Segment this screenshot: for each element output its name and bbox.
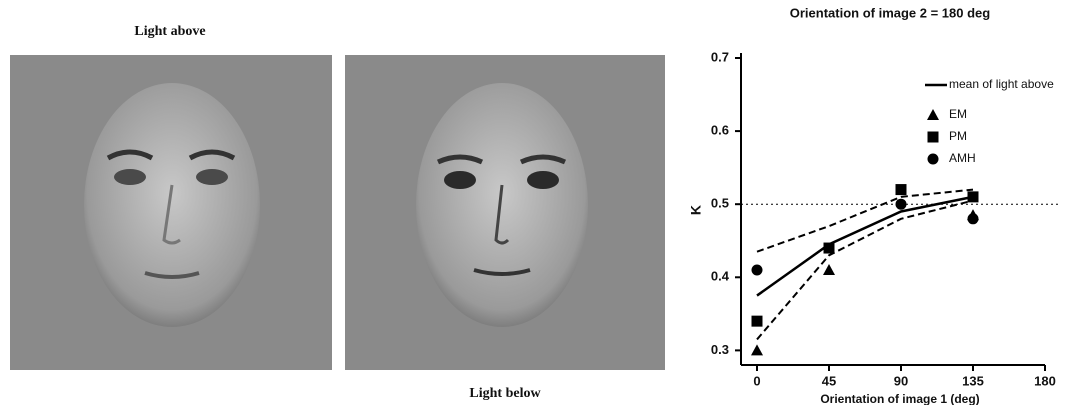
marker-triangle [823,264,835,275]
dashed-line [757,190,973,252]
y-tick-label: 0.6 [711,123,729,138]
dashed-line [757,201,973,340]
marker-square [752,316,763,327]
y-tick-label: 0.7 [711,49,729,64]
x-tick-label: 180 [1034,373,1056,388]
page: {"figure": {"left_label": "Light above",… [0,0,1070,405]
figure: Light above Light below Orientation of i… [0,0,1070,405]
y-axis-label: K [688,205,704,215]
legend-label: PM [949,129,967,143]
marker-square [968,191,979,202]
marker-square [824,243,835,254]
x-tick-label: 90 [894,373,908,388]
marker-triangle [751,344,763,355]
legend-label: AMH [949,151,976,165]
y-tick-label: 0.4 [711,269,730,284]
chart-title: Orientation of image 2 = 180 deg [790,5,991,20]
marker-square [896,184,907,195]
marker-circle [896,199,907,210]
face [84,83,260,327]
x-tick-label: 45 [822,373,836,388]
chart: Orientation of image 2 = 180 deg Orienta… [688,5,1060,405]
marker-circle [752,264,763,275]
legend-label: mean of light above [949,77,1054,91]
marker-square [928,132,939,143]
y-tick-label: 0.3 [711,342,729,357]
y-tick-label: 0.5 [711,196,729,211]
panel-label: Light above [134,24,205,39]
x-tick-label: 0 [753,373,760,388]
panel-label: Light below [469,386,541,401]
x-axis-label: Orientation of image 1 (deg) [820,392,979,405]
marker-triangle [927,109,939,120]
x-tick-label: 135 [962,373,984,388]
legend-label: EM [949,107,967,121]
marker-circle [928,154,939,165]
marker-circle [968,213,979,224]
face [416,83,588,327]
